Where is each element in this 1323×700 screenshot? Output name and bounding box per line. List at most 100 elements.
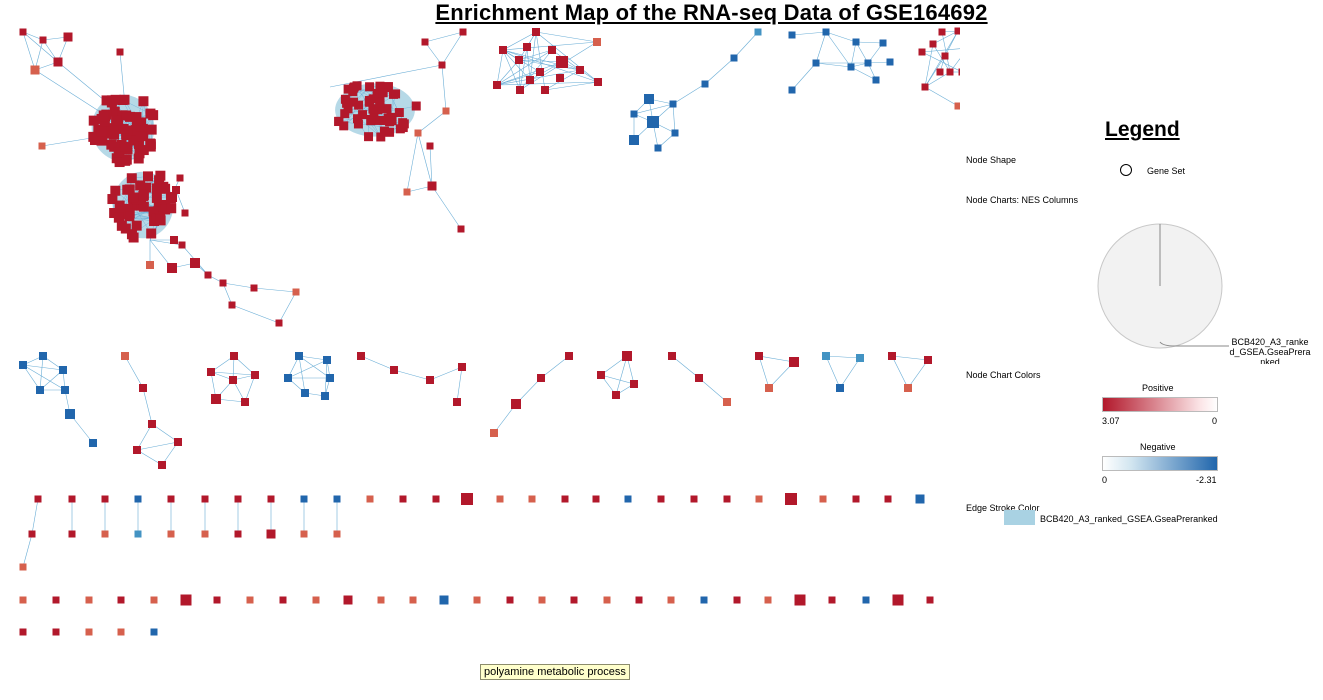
gene-set-node-132[interactable]: [176, 174, 184, 182]
gene-set-node-243[interactable]: [788, 86, 796, 94]
gene-set-node-19[interactable]: [133, 139, 144, 150]
gene-set-node-203[interactable]: [438, 61, 446, 69]
gene-set-node-265[interactable]: [148, 420, 156, 428]
gene-set-node-323[interactable]: [300, 495, 308, 503]
gene-set-node-345[interactable]: [19, 596, 27, 604]
enrichment-network[interactable]: [0, 0, 960, 700]
gene-set-node-194[interactable]: [385, 117, 395, 127]
gene-set-node-191[interactable]: [349, 97, 359, 107]
gene-set-node-275[interactable]: [295, 352, 303, 360]
gene-set-node-125[interactable]: [138, 189, 149, 200]
gene-set-node-276[interactable]: [323, 356, 331, 364]
gene-set-node-124[interactable]: [113, 212, 124, 223]
gene-set-node-240[interactable]: [847, 63, 855, 71]
gene-set-node-58[interactable]: [131, 112, 142, 123]
gene-set-node-161[interactable]: [395, 124, 405, 134]
gene-set-node-354[interactable]: [312, 596, 320, 604]
gene-set-node-69[interactable]: [136, 131, 147, 142]
gene-set-node-201[interactable]: [421, 38, 429, 46]
gene-set-node-242[interactable]: [886, 58, 894, 66]
gene-set-node-217[interactable]: [541, 86, 549, 94]
gene-set-node-322[interactable]: [266, 529, 276, 539]
gene-set-node-59[interactable]: [130, 125, 141, 136]
gene-set-node-206[interactable]: [426, 142, 434, 150]
gene-set-node-249[interactable]: [918, 48, 926, 56]
gene-set-node-188[interactable]: [352, 81, 362, 91]
gene-set-node-215[interactable]: [536, 68, 544, 76]
gene-set-node-62[interactable]: [121, 154, 132, 165]
gene-set-node-272[interactable]: [229, 376, 237, 384]
gene-set-node-158[interactable]: [340, 109, 350, 119]
gene-set-node-339[interactable]: [755, 495, 763, 503]
gene-set-node-33[interactable]: [128, 135, 139, 146]
gene-set-node-210[interactable]: [532, 28, 540, 36]
gene-set-node-342[interactable]: [852, 495, 860, 503]
gene-set-node-2[interactable]: [63, 32, 73, 42]
gene-set-node-257[interactable]: [39, 352, 47, 360]
gene-set-node-286[interactable]: [565, 352, 573, 360]
gene-set-node-315[interactable]: [167, 495, 175, 503]
gene-set-node-234[interactable]: [654, 144, 662, 152]
gene-set-node-173[interactable]: [353, 119, 363, 129]
gene-set-node-0[interactable]: [19, 28, 27, 36]
gene-set-node-212[interactable]: [523, 43, 531, 51]
gene-set-node-129[interactable]: [160, 183, 171, 194]
gene-set-node-273[interactable]: [211, 394, 221, 404]
gene-set-node-181[interactable]: [379, 116, 389, 126]
gene-set-node-127[interactable]: [151, 192, 162, 203]
gene-set-node-226[interactable]: [730, 54, 738, 62]
gene-set-node-187[interactable]: [343, 84, 353, 94]
gene-set-node-104[interactable]: [126, 229, 137, 240]
gene-set-node-137[interactable]: [167, 263, 177, 273]
gene-set-node-287[interactable]: [537, 374, 545, 382]
gene-set-node-55[interactable]: [88, 131, 99, 142]
gene-set-node-237[interactable]: [852, 38, 860, 46]
gene-set-node-236[interactable]: [822, 28, 830, 36]
gene-set-node-97[interactable]: [114, 200, 125, 211]
gene-set-node-368[interactable]: [764, 596, 772, 604]
gene-set-node-116[interactable]: [155, 214, 166, 225]
gene-set-node-224[interactable]: [556, 74, 564, 82]
gene-set-node-335[interactable]: [624, 495, 632, 503]
gene-set-node-338[interactable]: [723, 495, 731, 503]
gene-set-node-131[interactable]: [116, 220, 127, 231]
gene-set-node-266[interactable]: [133, 446, 141, 454]
gene-set-node-267[interactable]: [174, 438, 182, 446]
gene-set-node-57[interactable]: [138, 145, 149, 156]
gene-set-node-319[interactable]: [234, 495, 242, 503]
gene-set-node-93[interactable]: [126, 173, 137, 184]
gene-set-node-207[interactable]: [403, 188, 411, 196]
gene-set-node-176[interactable]: [382, 104, 392, 114]
gene-set-node-294[interactable]: [668, 352, 676, 360]
gene-set-node-190[interactable]: [394, 108, 404, 118]
gene-set-node-184[interactable]: [380, 83, 390, 93]
gene-set-node-199[interactable]: [378, 88, 388, 98]
gene-set-node-375[interactable]: [52, 628, 60, 636]
gene-set-node-332[interactable]: [528, 495, 536, 503]
gene-set-node-92[interactable]: [128, 192, 139, 203]
gene-set-node-314[interactable]: [134, 530, 142, 538]
gene-set-node-371[interactable]: [862, 596, 870, 604]
gene-set-node-307[interactable]: [28, 530, 36, 538]
gene-set-node-202[interactable]: [459, 28, 467, 36]
gene-set-node-147[interactable]: [365, 82, 375, 92]
gene-set-node-235[interactable]: [788, 31, 796, 39]
gene-set-node-130[interactable]: [151, 183, 162, 194]
gene-set-node-260[interactable]: [61, 386, 69, 394]
gene-set-node-348[interactable]: [117, 596, 125, 604]
gene-set-node-362[interactable]: [570, 596, 578, 604]
gene-set-node-114[interactable]: [143, 171, 154, 182]
gene-set-node-182[interactable]: [343, 104, 353, 114]
gene-set-node-139[interactable]: [190, 258, 200, 268]
gene-set-node-205[interactable]: [414, 129, 422, 137]
gene-set-node-175[interactable]: [373, 115, 383, 125]
gene-set-node-311[interactable]: [101, 495, 109, 503]
gene-set-node-293[interactable]: [612, 391, 620, 399]
gene-set-node-54[interactable]: [145, 141, 156, 152]
gene-set-node-118[interactable]: [124, 211, 135, 222]
gene-set-node-179[interactable]: [340, 94, 350, 104]
gene-set-node-308[interactable]: [19, 563, 27, 571]
gene-set-node-138[interactable]: [146, 261, 154, 269]
gene-set-node-337[interactable]: [690, 495, 698, 503]
gene-set-node-261[interactable]: [65, 409, 75, 419]
